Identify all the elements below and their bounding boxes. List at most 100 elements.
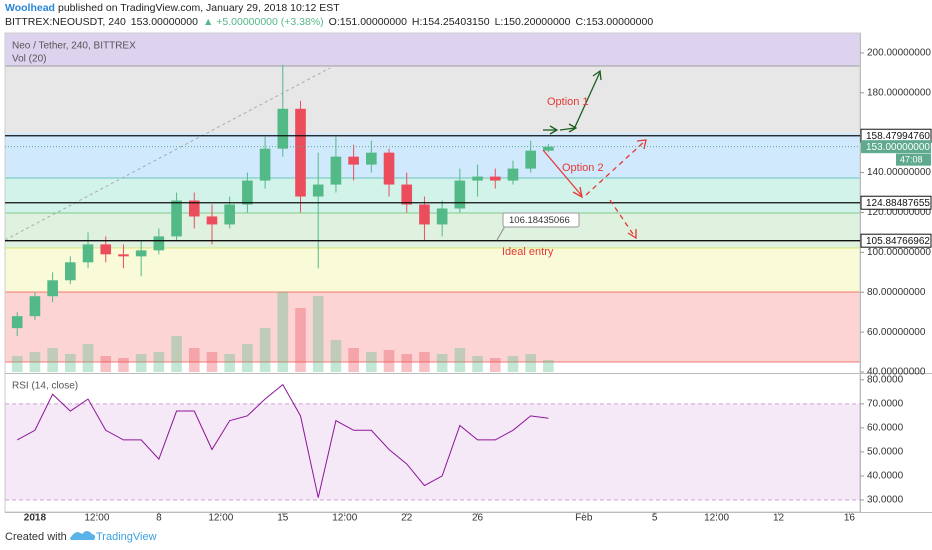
volume-bar: [330, 340, 342, 372]
annotation: Option 2: [562, 162, 604, 174]
y-tick-label: 140.00000000: [867, 167, 931, 178]
pane-title: Neo / Tether, 240, BITTREX: [12, 41, 136, 52]
countdown-tag: [896, 153, 931, 166]
y-tick-label: 200.00000000: [867, 48, 931, 59]
arrow: [542, 149, 583, 197]
candle-body: [277, 108, 289, 149]
published: published on TradingView.com, January 29…: [57, 2, 340, 14]
x-tick-label: 12: [773, 513, 785, 524]
volume-bar: [295, 308, 306, 372]
arrow-head: [572, 186, 583, 199]
candle-body: [454, 180, 466, 209]
x-tick-label: 12:00: [84, 513, 109, 524]
ohlc: O:151.00000000: [328, 16, 407, 28]
level-label: 105.84766962: [866, 236, 930, 247]
volume-bar: [65, 354, 76, 372]
candle-body: [188, 200, 200, 217]
candle-body: [489, 176, 501, 181]
arrow: [609, 199, 636, 238]
volume-bar: [543, 360, 554, 372]
volume-bar: [348, 348, 359, 372]
arrow: [574, 71, 601, 128]
rsi-title: RSI (14, close): [12, 381, 78, 392]
volume-bar: [206, 352, 218, 372]
annotation: Ideal entry: [502, 246, 554, 258]
candle-body: [82, 244, 94, 263]
last-price-tag: [861, 140, 931, 154]
price: 153.00000000: [130, 16, 198, 28]
volume-bar: [153, 352, 165, 372]
volume-bar: [82, 344, 94, 372]
y-tick-label: 180.00000000: [867, 87, 931, 98]
volume-bar: [454, 348, 466, 372]
candle-body: [295, 108, 306, 197]
y-tick-label: 50.0000: [867, 447, 904, 458]
level-tag: [860, 195, 932, 210]
candle-body: [11, 316, 23, 329]
y-tick-label: 100.00000000: [867, 247, 931, 258]
volume-bar: [366, 352, 377, 372]
zone: [5, 292, 860, 362]
change: ▲ +5.00000000 (+3.38%): [202, 16, 324, 28]
candle-body: [206, 216, 218, 225]
candle-body: [366, 152, 377, 165]
volume-bar: [259, 328, 271, 372]
x-tick-label: Feb: [575, 513, 593, 524]
callout-label: 106.18435066: [509, 215, 570, 226]
x-tick-label: 2018: [24, 513, 47, 524]
author: Woolhead: [5, 2, 55, 14]
volume-bar: [29, 352, 41, 372]
volume-bar: [419, 352, 430, 372]
symbol-line: BITTREX:NEOUSDT, 240 153.00000000 ▲ +5.000…: [5, 16, 658, 28]
y-tick-label: 40.0000: [867, 471, 904, 482]
rsi-band: [5, 403, 860, 500]
candle-body: [383, 152, 395, 185]
arrow-head: [592, 69, 602, 81]
x-tick-label: 8: [156, 513, 162, 524]
volume-bar: [100, 356, 112, 372]
candle-body: [401, 184, 413, 205]
volume-bar: [436, 354, 448, 372]
last-price-label: 153.00000000: [866, 142, 930, 153]
candle-body: [525, 150, 536, 169]
zone: [5, 248, 860, 292]
volume-bar: [171, 336, 182, 372]
y-tick-label: 80.00000000: [867, 287, 926, 298]
ohlc: L:150.20000000: [494, 16, 571, 28]
y-tick-label: 80.0000: [867, 374, 904, 385]
volume-bar: [525, 354, 536, 372]
volume-title: Vol (20): [12, 54, 46, 65]
ohlc: C:153.00000000: [575, 16, 654, 28]
candle-body: [543, 146, 554, 151]
volume-bar: [507, 356, 519, 372]
volume-bar: [224, 354, 235, 372]
y-tick-label: 120.00000000: [867, 207, 931, 218]
zone: [5, 178, 860, 213]
candle-body: [47, 280, 58, 297]
arrow: [559, 127, 576, 131]
callout-pointer: [496, 225, 506, 241]
y-tick-label: 60.00000000: [867, 327, 926, 338]
level-label: 158.47994760: [866, 131, 930, 142]
arrow-head: [636, 139, 647, 150]
symbol: BITTREX:NEOUSDT, 240: [5, 16, 126, 28]
y-tick-label: 60.0000: [867, 423, 904, 434]
zone: [5, 213, 860, 248]
volume-bar: [135, 354, 147, 372]
candle-body: [135, 250, 147, 257]
candle-body: [171, 200, 182, 237]
x-tick-label: 12:00: [332, 513, 357, 524]
volume-bar: [188, 348, 200, 372]
candle-body: [330, 156, 342, 185]
volume-bar: [118, 358, 129, 372]
candle-body: [472, 176, 483, 181]
x-tick-label: 12:00: [208, 513, 233, 524]
footer-text: Created with: [5, 531, 67, 543]
zone: [5, 66, 860, 133]
candle-body: [259, 148, 271, 181]
candle-body: [29, 296, 41, 317]
trend-line: [4, 67, 331, 241]
arrow: [585, 140, 646, 196]
y-tick-label: 40.00000000: [867, 367, 926, 378]
